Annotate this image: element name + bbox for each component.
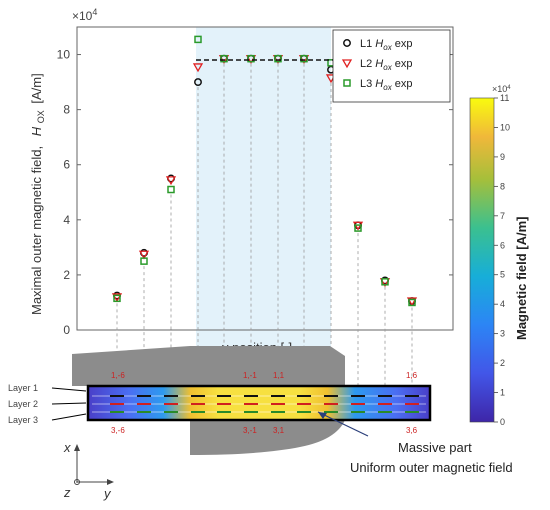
layer-1-label: Layer 1 [8, 383, 38, 393]
y-tick-label: 0 [63, 323, 70, 337]
colorbar-tick-label: 5 [500, 270, 505, 280]
y-label-sub: OX [36, 110, 46, 123]
point-l3 [220, 54, 228, 63]
point-l3 [381, 278, 389, 286]
colorbar-tick-label: 7 [500, 211, 505, 221]
y-tick-label: 2 [63, 268, 70, 282]
top-label-4: 1,6 [406, 371, 418, 380]
point-l2 [165, 176, 177, 186]
axis-y-label: y [103, 486, 112, 501]
point-l1 [194, 78, 202, 87]
point-l3 [408, 298, 416, 307]
legend: L1 Hox exp L2 Hox exp L3 Hox exp [332, 29, 451, 103]
bottom-label-4: 3,6 [406, 426, 418, 435]
y-exponent-power: 4 [92, 7, 97, 17]
massive-part-top [72, 346, 345, 386]
top-label-2: 1,-1 [243, 371, 257, 380]
point-l2 [138, 250, 150, 260]
bottom-label-1: 3,-6 [111, 426, 125, 435]
axis-z-label: z [63, 485, 71, 500]
axis-x-label: x [63, 440, 71, 455]
legend-entry-l2: L2 Hox exp [360, 58, 413, 72]
top-point-labels: 1,-6 1,-1 1,1 1,6 [111, 371, 418, 380]
colorbar-label: Magnetic field [A/m] [514, 216, 529, 340]
y-label-text: Maximal outer magnetic field, [29, 146, 44, 315]
legend-marker-l3 [343, 79, 351, 87]
y-exponent: ×104 [72, 7, 97, 23]
colorbar-exponent: ×104 [492, 84, 511, 94]
colorbar-tick-label: 3 [500, 329, 505, 339]
y-label-unit: [A/m] [29, 73, 44, 103]
uniform-field-label: Uniform outer magnetic field [350, 460, 513, 475]
colorbar-tick-label: 10 [500, 122, 510, 132]
strip-layer-lines [92, 395, 426, 413]
colorbar-tick-label: 11 [500, 93, 509, 103]
colorbar: 0 1 2 3 4 5 6 7 8 9 10 11 ×104 Magnetic field [A/m] [469, 84, 529, 427]
legend-entry-l1: L1 Hox exp [360, 38, 413, 52]
layer-2-label: Layer 2 [8, 399, 38, 409]
point-l3 [300, 54, 308, 63]
bottom-label-2: 3,-1 [243, 426, 257, 435]
legend-entry-l3: L3 Hox exp [360, 78, 413, 92]
point-l3 [194, 35, 202, 44]
point-l3 [247, 54, 255, 63]
colorbar-tick-label: 1 [500, 388, 505, 398]
colorbar-tick-label: 9 [500, 152, 505, 162]
y-label-symbol: H [29, 126, 44, 136]
colorbar-tick-label: 0 [500, 417, 505, 427]
colorbar-exponent-power: 4 [507, 85, 511, 91]
colorbar-tick-label: 6 [500, 240, 505, 250]
bottom-label-3: 3,1 [273, 426, 285, 435]
colorbar-tick-label: 2 [500, 358, 505, 368]
coordinate-axes: x y z [63, 440, 114, 501]
legend-marker-l1 [343, 39, 351, 47]
y-tick-label: 10 [57, 48, 71, 62]
point-l3 [140, 257, 148, 265]
legend-marker-l2 [341, 59, 353, 69]
top-label-1: 1,-6 [111, 371, 125, 380]
colorbar-tick-label: 8 [500, 181, 505, 191]
point-l2 [192, 63, 204, 73]
layer-3-label: Layer 3 [8, 415, 38, 425]
massive-part-arrow [317, 411, 369, 437]
colorbar-tick-label: 4 [500, 299, 505, 309]
point-l3 [274, 54, 282, 63]
plot-frame [76, 26, 454, 331]
massive-part-bottom [190, 420, 345, 455]
y-ticks: 0 2 4 6 8 10 [57, 48, 453, 337]
y-tick-label: 8 [63, 103, 70, 117]
point-l2 [111, 293, 123, 303]
y-axis-label: Maximal outer magnetic field, H OX [A/m] [29, 73, 47, 315]
y-tick-label: 6 [63, 158, 70, 172]
bottom-point-labels: 3,-6 3,-1 3,1 3,6 [111, 426, 418, 435]
plateau-region [196, 27, 331, 330]
top-label-3: 1,1 [273, 371, 285, 380]
point-l2 [406, 297, 418, 307]
y-tick-label: 4 [63, 213, 70, 227]
layer-labels: Layer 1 Layer 2 Layer 3 [8, 383, 87, 425]
point-l3 [167, 185, 175, 194]
point-l3 [354, 224, 362, 232]
data-points [111, 35, 418, 307]
point-l3 [113, 294, 121, 303]
arrow-head [318, 412, 327, 419]
massive-part-label: Massive part [398, 440, 472, 455]
